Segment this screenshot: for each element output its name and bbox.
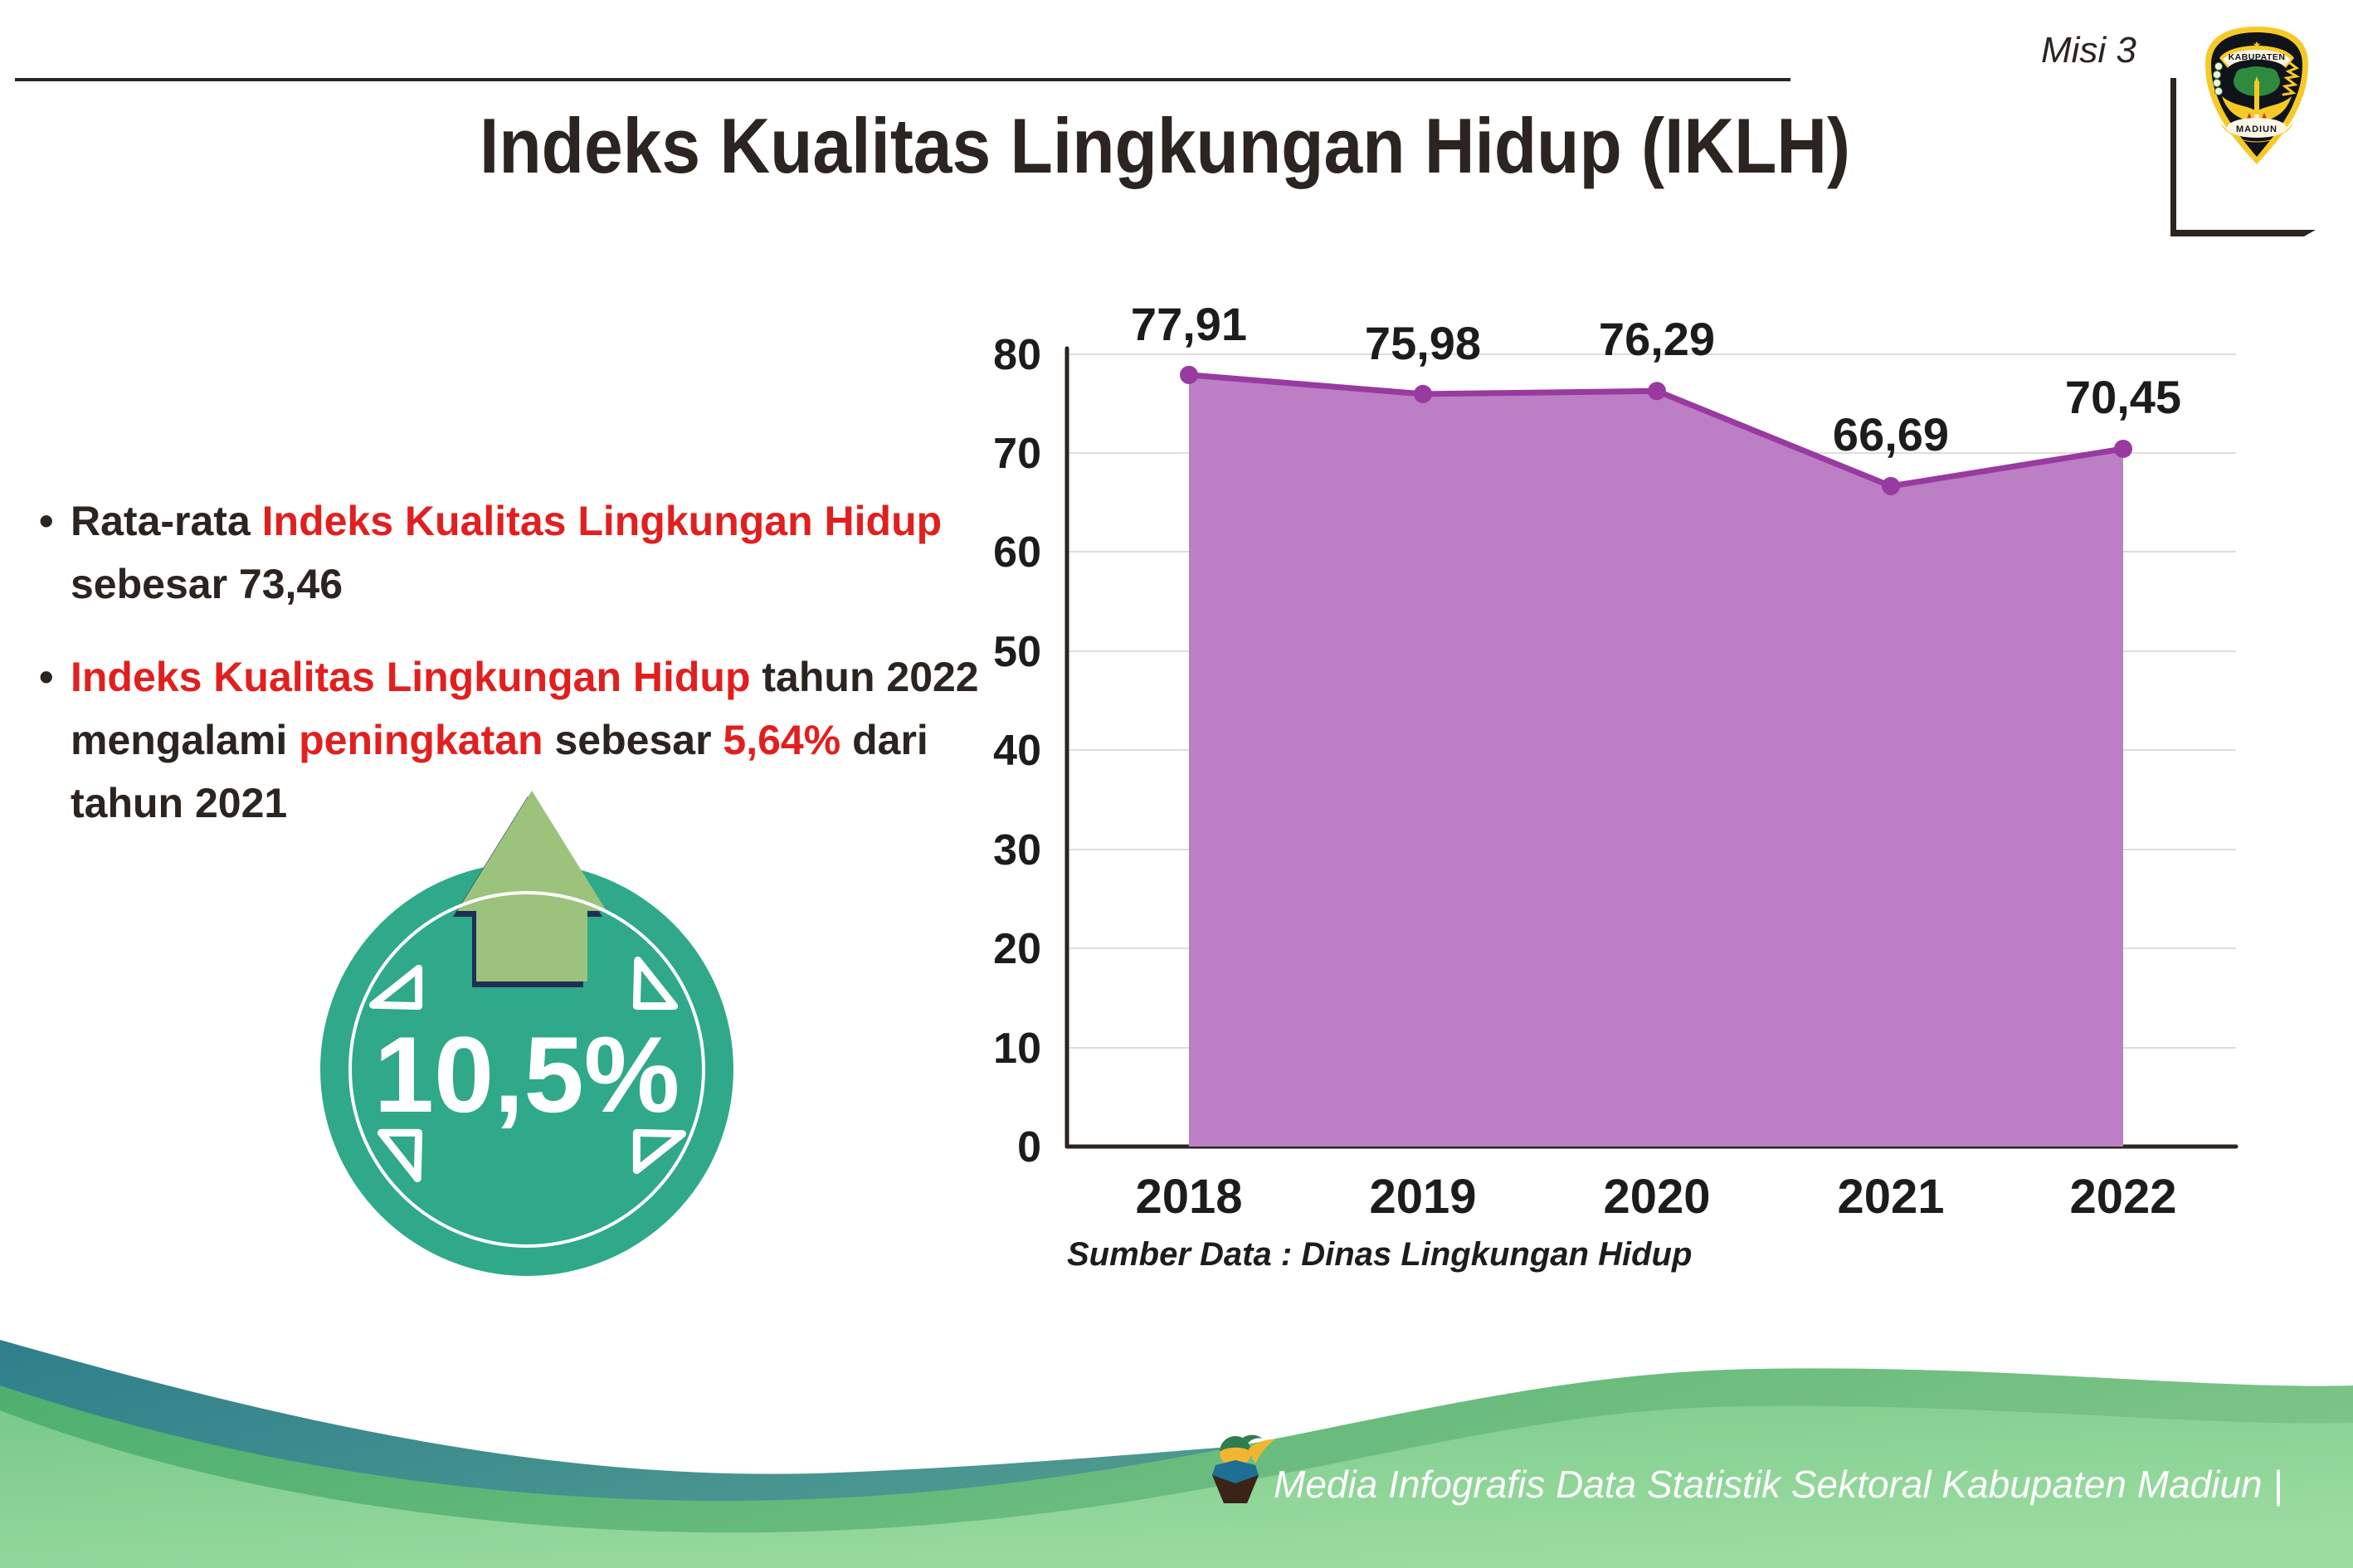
svg-text:Media Infografis Data Statisti: Media Infografis Data Statistik Sektoral… (1274, 1463, 2282, 1506)
